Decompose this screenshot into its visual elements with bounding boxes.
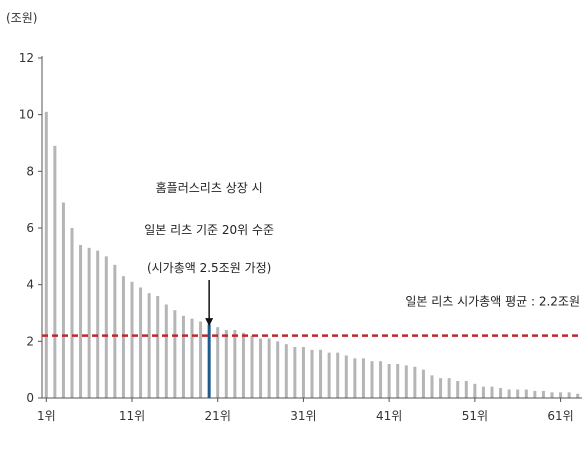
bar — [147, 293, 151, 398]
bar — [44, 111, 48, 398]
average-layer: 일본 리츠 시가총액 평균 : 2.2조원 — [42, 295, 582, 337]
bar — [199, 321, 203, 398]
average-label: 일본 리츠 시가총액 평균 : 2.2조원 — [405, 295, 580, 309]
bar — [559, 392, 563, 398]
bar — [516, 389, 520, 398]
y-tick-label: 10 — [19, 108, 34, 122]
bar — [216, 327, 220, 398]
annotation-layer: 홈플러스리츠 상장 시일본 리츠 기준 20위 수준 (시가총액 2.5조원 가정… — [144, 181, 274, 327]
bar — [276, 341, 280, 398]
bar — [524, 389, 528, 398]
bar — [224, 330, 228, 398]
bar — [396, 364, 400, 398]
bar — [481, 386, 485, 398]
bar — [490, 386, 494, 398]
bar — [499, 388, 503, 398]
axes-layer: 0 2 4 6 8 10 12 1위 11위 21위 31위 41위 51위 61위 — [19, 51, 582, 423]
annotation-line: 일본 리츠 기준 20위 수준 — [144, 223, 274, 237]
bar — [173, 310, 177, 398]
x-tick-label: 21위 — [205, 409, 231, 423]
bar — [96, 250, 100, 398]
bar — [361, 358, 365, 398]
x-tick-label: 31위 — [290, 409, 316, 423]
y-tick-label: 2 — [26, 334, 34, 348]
bar — [353, 358, 357, 398]
bar — [576, 393, 580, 398]
bar — [301, 347, 305, 398]
bar — [507, 389, 511, 398]
bar — [121, 276, 125, 398]
bar — [541, 390, 545, 398]
x-tick-label: 61위 — [547, 409, 573, 423]
bar — [447, 378, 451, 398]
bar — [104, 256, 108, 398]
bar-highlight — [207, 324, 211, 398]
bar — [310, 349, 314, 398]
bar — [139, 287, 143, 398]
bar — [250, 335, 254, 398]
bar — [439, 378, 443, 398]
y-tick-label: 0 — [26, 391, 34, 405]
bar — [53, 145, 57, 398]
bar — [550, 392, 554, 398]
bar — [241, 332, 245, 398]
bar — [70, 228, 74, 398]
y-tick-label: 6 — [26, 221, 34, 235]
bar — [370, 361, 374, 398]
y-tick-label: 4 — [26, 278, 34, 292]
bar — [473, 383, 477, 398]
bar — [533, 390, 537, 398]
bar — [319, 349, 323, 398]
bar — [130, 281, 134, 398]
bar — [190, 318, 194, 398]
bar — [327, 352, 331, 398]
bars-layer — [44, 111, 580, 398]
bar — [456, 381, 460, 398]
annotation-arrow-head — [205, 318, 214, 327]
bar — [336, 352, 340, 398]
bar — [413, 366, 417, 398]
bar — [421, 369, 425, 398]
annotation-line: 홈플러스리츠 상장 시 — [156, 181, 263, 195]
bar — [293, 347, 297, 398]
bar — [87, 247, 91, 398]
x-tick-label: 11위 — [119, 409, 145, 423]
bar — [267, 338, 271, 398]
bar — [464, 381, 468, 398]
y-tick-label: 12 — [19, 51, 34, 65]
bar — [61, 202, 65, 398]
y-tick-label: 8 — [26, 164, 34, 178]
unit-label: (조원) — [6, 11, 37, 25]
bar — [181, 315, 185, 398]
bar — [284, 344, 288, 398]
x-tick-label: 41위 — [376, 409, 402, 423]
bar — [344, 355, 348, 398]
bar — [379, 361, 383, 398]
x-tick-label: 51위 — [462, 409, 488, 423]
bar — [387, 364, 391, 398]
bar — [164, 304, 168, 398]
bar — [567, 392, 571, 398]
annotation-line: (시가총액 2.5조원 가정) — [147, 261, 271, 275]
bar — [156, 296, 160, 398]
bar — [113, 264, 117, 398]
bar — [79, 245, 83, 398]
bar — [259, 338, 263, 398]
x-tick-label: 1위 — [37, 409, 56, 423]
bar — [430, 375, 434, 398]
bar — [404, 365, 408, 398]
bar — [233, 330, 237, 398]
